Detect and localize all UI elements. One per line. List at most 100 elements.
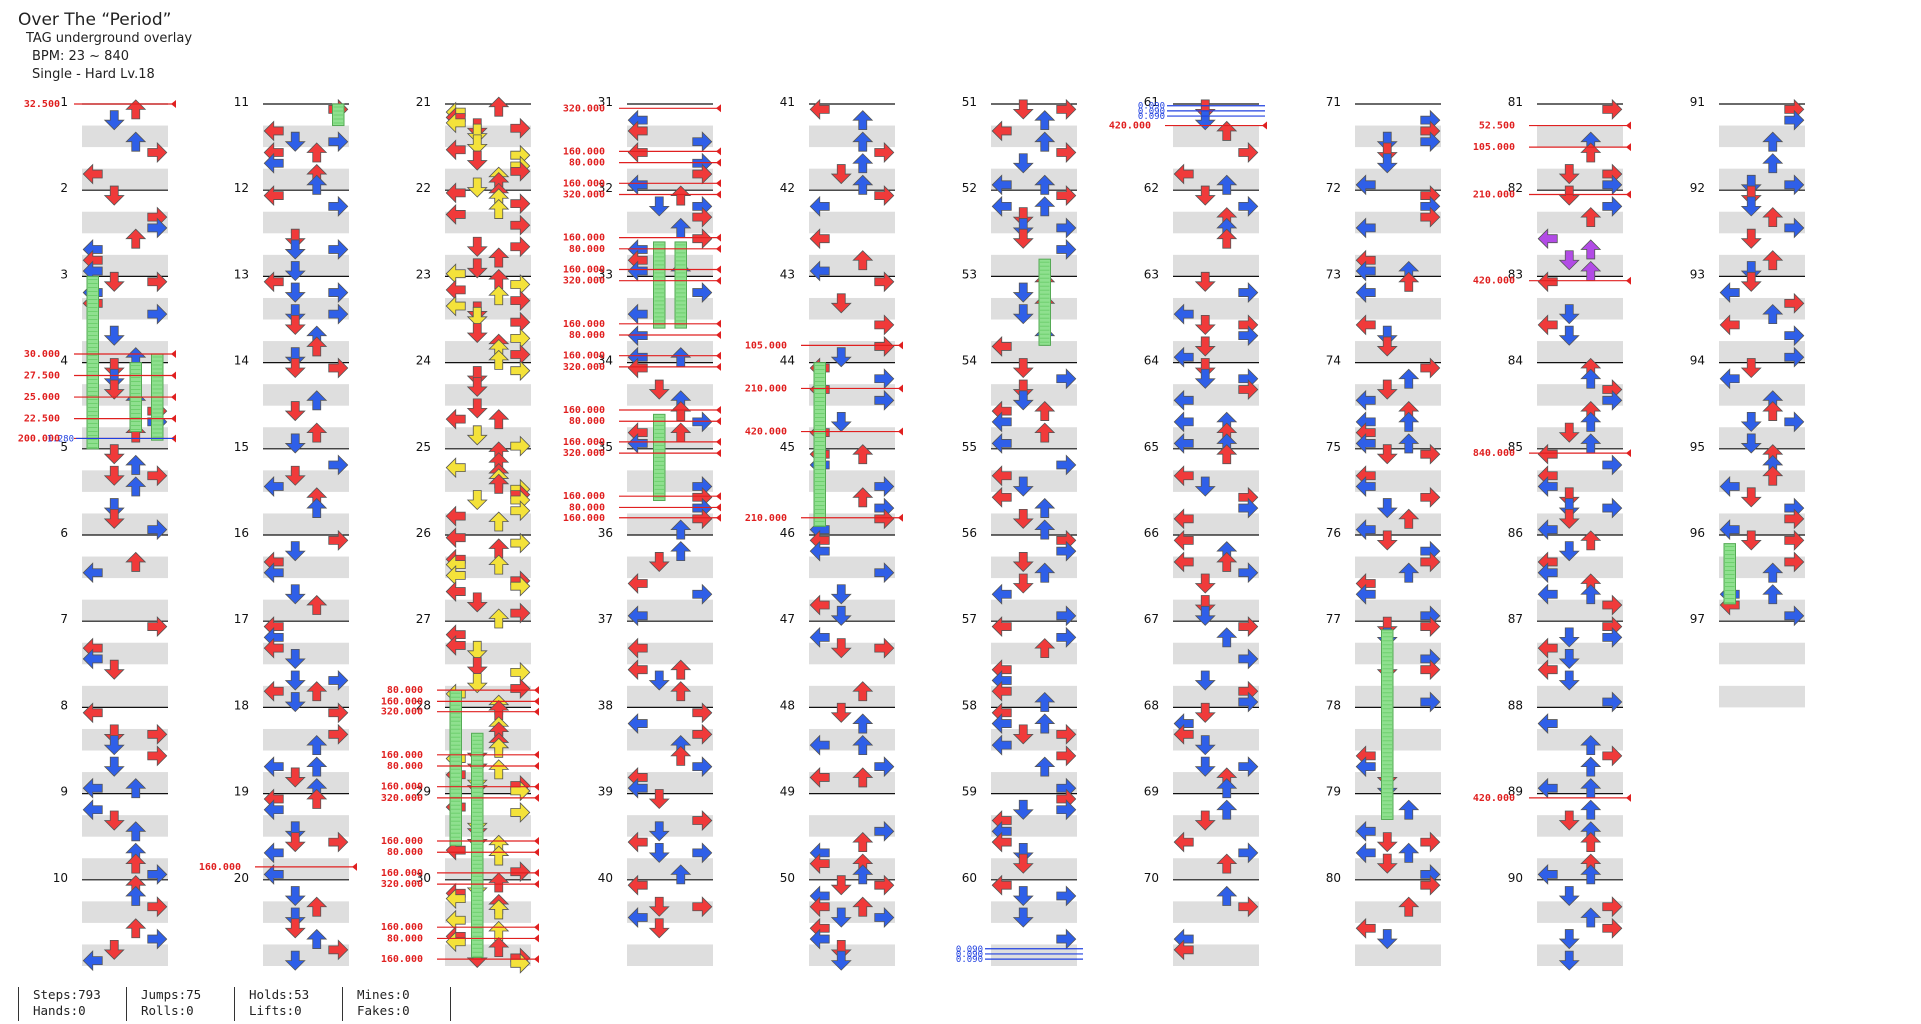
right-arrow <box>692 702 713 724</box>
down-arrow <box>1740 261 1762 282</box>
up-arrow <box>1034 519 1056 540</box>
bpm-flag <box>1626 449 1631 458</box>
measure-27: 27 <box>416 612 531 708</box>
left-arrow <box>445 581 466 603</box>
right-arrow <box>328 723 349 745</box>
bpm-label: 420.000 <box>1473 276 1515 287</box>
beat-shade <box>82 556 168 579</box>
beat-shade <box>1537 513 1623 535</box>
beat-shade <box>1537 685 1623 708</box>
beat-shade <box>1719 297 1805 320</box>
bpm-flag <box>716 158 721 167</box>
bpm-flag <box>898 427 903 436</box>
beat-shade <box>1355 125 1441 148</box>
up-arrow <box>488 473 510 494</box>
up-arrow <box>1216 778 1238 799</box>
measure-number: 79 <box>1326 785 1341 799</box>
beat-shade <box>1355 599 1441 622</box>
bpm-flag <box>534 750 539 759</box>
left-arrow <box>1355 583 1376 605</box>
beat-shade <box>1719 211 1805 234</box>
up-arrow <box>125 821 147 842</box>
right-arrow <box>874 874 895 896</box>
beat-shade <box>1355 384 1441 406</box>
down-arrow <box>830 584 852 605</box>
measure-number: 1 <box>60 95 68 109</box>
left-arrow <box>1173 551 1194 573</box>
beat-shade <box>627 728 713 751</box>
down-arrow <box>648 670 670 691</box>
bpm-label: 80.000 <box>387 685 423 696</box>
beat-shade <box>263 944 349 966</box>
down-arrow <box>284 314 306 335</box>
left-arrow <box>1537 314 1558 336</box>
beat-shade <box>1719 427 1805 449</box>
left-arrow <box>1173 508 1194 530</box>
down-arrow <box>466 376 488 397</box>
beat-shade <box>445 168 531 191</box>
measure-29: 29 <box>416 785 531 880</box>
up-arrow <box>306 142 328 163</box>
up-arrow <box>1762 465 1784 486</box>
bpm-flag <box>716 362 721 371</box>
up-arrow <box>1034 497 1056 518</box>
beat-shade <box>82 815 168 837</box>
measure-number: 64 <box>1144 354 1159 368</box>
stop-label: 0.090 <box>956 950 983 960</box>
down-arrow <box>648 821 670 842</box>
left-arrow <box>1355 260 1376 282</box>
right-arrow <box>510 117 531 139</box>
left-arrow <box>263 637 284 659</box>
bpm-flag <box>898 384 903 393</box>
measure-63: 63 <box>1144 267 1259 363</box>
right-arrow <box>692 411 713 433</box>
left-arrow <box>809 853 830 875</box>
bpm-flag <box>898 341 903 350</box>
beat-shade <box>263 297 349 320</box>
up-arrow <box>488 198 510 219</box>
left-arrow <box>991 174 1012 196</box>
beat-shade <box>627 470 713 492</box>
measure-15: 15 <box>234 440 349 535</box>
measure-number: 48 <box>780 698 795 712</box>
left-arrow <box>445 295 466 317</box>
measure-number: 34 <box>598 354 613 368</box>
measure-number: 36 <box>598 526 613 540</box>
measure-number: 90 <box>1508 871 1523 885</box>
left-arrow <box>991 432 1012 454</box>
measure-number: 67 <box>1144 612 1159 626</box>
measure-26: 26 <box>416 526 531 622</box>
up-arrow <box>488 285 510 306</box>
beat-shade <box>1537 125 1623 148</box>
up-arrow <box>488 845 510 866</box>
measure-number: 9 <box>60 785 68 799</box>
down-arrow <box>1012 218 1034 238</box>
right-arrow <box>510 602 531 624</box>
down-arrow <box>103 939 125 960</box>
down-arrow <box>1012 304 1034 325</box>
left-arrow <box>445 139 466 161</box>
down-arrow <box>1012 476 1034 497</box>
right-arrow <box>692 810 713 832</box>
beat-shade <box>809 944 895 966</box>
right-arrow <box>510 861 531 883</box>
bpm-label: 320.000 <box>381 793 423 804</box>
measure-number: 92 <box>1690 181 1705 195</box>
up-arrow <box>852 713 874 734</box>
down-arrow <box>1194 99 1216 120</box>
beat-shade <box>991 297 1077 320</box>
right-arrow <box>874 142 895 163</box>
up-arrow <box>670 401 692 421</box>
beat-shade <box>809 384 895 406</box>
bpm-flag <box>1626 793 1631 802</box>
beat-shade <box>82 685 168 708</box>
bpm-flag <box>171 414 176 423</box>
measure-number: 42 <box>780 181 795 195</box>
down-arrow <box>466 592 488 613</box>
down-arrow <box>1194 185 1216 206</box>
bpm-flag <box>534 782 539 791</box>
measure-51: 51 <box>962 95 1077 191</box>
up-arrow <box>1398 508 1420 529</box>
beat-shade <box>263 427 349 449</box>
down-arrow <box>1194 756 1216 777</box>
